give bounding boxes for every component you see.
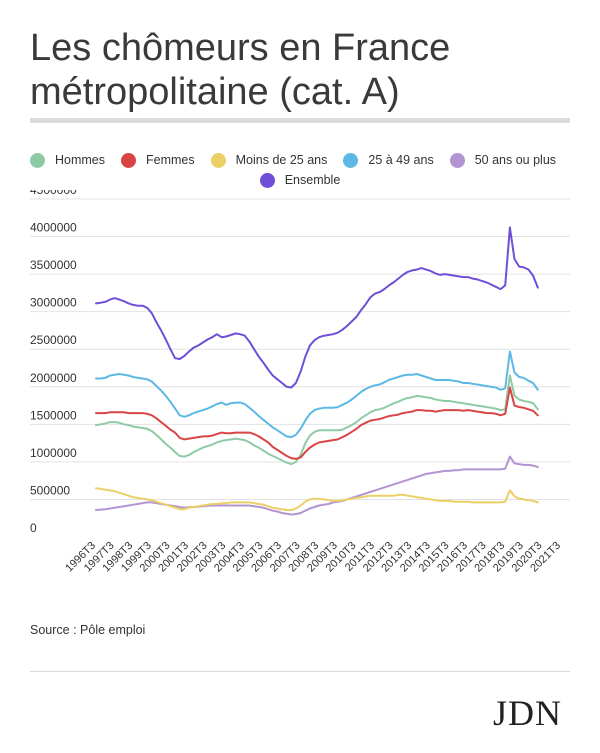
y-tick-label-1000000: 1000000 xyxy=(30,446,77,460)
legend: Hommes Femmes Moins de 25 ans 25 à 49 an… xyxy=(30,150,570,190)
legend-dot-hommes xyxy=(30,152,45,168)
legend-item-hommes[interactable]: Hommes xyxy=(30,152,106,168)
legend-label-ensemble: Ensemble xyxy=(284,173,341,187)
legend-item-25-49[interactable]: 25 à 49 ans xyxy=(343,152,434,168)
legend-item-ensemble[interactable]: Ensemble xyxy=(259,172,341,188)
legend-dot-25-49 xyxy=(343,152,359,168)
y-tick-label-4500000: 4500000 xyxy=(30,190,77,197)
y-tick-label-2000000: 2000000 xyxy=(30,371,77,385)
legend-dot-50-plus xyxy=(449,152,465,168)
legend-row-1: Hommes Femmes Moins de 25 ans 25 à 49 an… xyxy=(30,150,570,170)
legend-row-2: Ensemble xyxy=(30,170,570,190)
series-line-50-ans-ou-plus xyxy=(95,455,539,516)
y-tick-label-1500000: 1500000 xyxy=(30,408,77,422)
series-line-femmes xyxy=(95,386,539,460)
legend-item-moins-25[interactable]: Moins de 25 ans xyxy=(210,152,328,168)
legend-dot-ensemble xyxy=(259,172,275,188)
legend-label-moins-25: Moins de 25 ans xyxy=(235,153,328,167)
y-tick-label-500000: 500000 xyxy=(30,483,70,497)
legend-label-femmes: Femmes xyxy=(146,153,195,167)
series-line-moins-de-25-ans xyxy=(95,487,539,511)
series-line-hommes xyxy=(95,374,539,466)
y-tick-label-0: 0 xyxy=(30,521,37,535)
title-divider xyxy=(30,118,570,123)
jdn-logo: JDN xyxy=(493,693,563,733)
legend-dot-femmes xyxy=(121,152,137,168)
legend-label-50-plus: 50 ans ou plus xyxy=(474,153,557,167)
legend-item-50-plus[interactable]: 50 ans ou plus xyxy=(449,152,557,168)
legend-label-25-49: 25 à 49 ans xyxy=(368,153,434,167)
legend-dot-moins-25 xyxy=(210,152,226,168)
legend-item-femmes[interactable]: Femmes xyxy=(121,152,195,168)
y-tick-label-3000000: 3000000 xyxy=(30,296,77,310)
y-tick-label-2500000: 2500000 xyxy=(30,333,77,347)
chart-title: Les chômeurs en France métropolitaine (c… xyxy=(30,27,451,113)
series-line-ensemble xyxy=(95,226,539,389)
y-tick-label-3500000: 3500000 xyxy=(30,258,77,272)
source-note: Source : Pôle emploi xyxy=(30,623,146,637)
y-tick-label-4000000: 4000000 xyxy=(30,221,77,235)
footer-divider xyxy=(30,671,570,672)
line-chart: 0 500000 1000000 1500000 2000000 2500000 30000… xyxy=(30,190,570,575)
legend-label-hommes: Hommes xyxy=(55,153,106,167)
series-line-25-49-ans xyxy=(95,350,539,439)
